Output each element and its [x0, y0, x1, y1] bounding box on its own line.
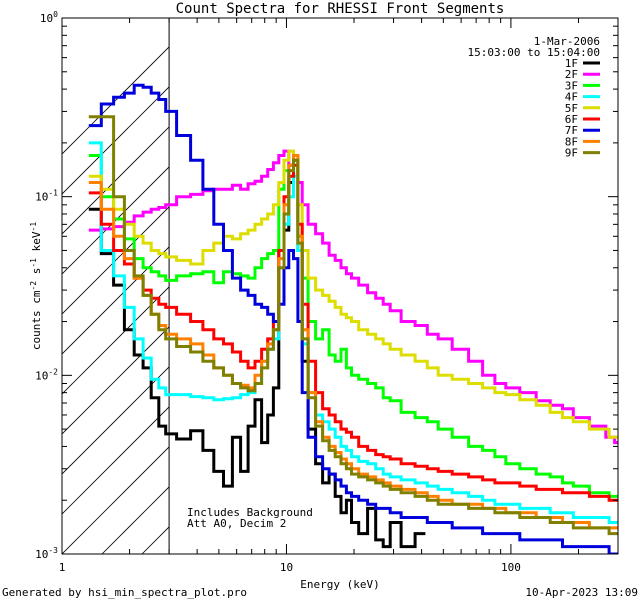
legend-label-9F: 9F: [565, 147, 578, 160]
legend-label-3F: 3F: [565, 79, 578, 92]
y-tick-label: 10-2: [35, 367, 58, 382]
series-8F: [88, 154, 618, 530]
hatch-line: [101, 486, 170, 554]
hatch-line: [62, 246, 170, 355]
x-axis-label: Energy (keV): [300, 578, 379, 591]
hatch-line: [62, 406, 170, 515]
axis-ticks: 1 10 100 100 10-1 10-2 10-3: [35, 10, 619, 574]
y-axis-label: counts cm-2 s-1 keV-1: [29, 222, 43, 350]
hatched-region: [62, 18, 640, 554]
x-tick-label: 100: [501, 561, 521, 574]
legend-label-7F: 7F: [565, 124, 578, 137]
annotation-attenuator: Att A0, Decim 2: [187, 517, 286, 530]
series-7F: [88, 83, 618, 554]
hatch-line: [62, 206, 170, 315]
timestamp-label: 10-Apr-2023 13:09: [525, 586, 638, 599]
hatch-line: [582, 18, 640, 554]
x-tick-label: 10: [280, 561, 293, 574]
y-tick-label: 10-3: [35, 546, 58, 561]
time-range-label: 15:03:00 to 15:04:00: [468, 46, 600, 59]
date-label: 1-Mar-2006: [534, 35, 600, 48]
hatch-line: [382, 18, 640, 554]
hatch-line: [62, 46, 170, 155]
series-3F: [88, 154, 618, 498]
hatch-line: [62, 326, 170, 435]
hatch-line: [62, 126, 170, 235]
generated-by-label: Generated by hsi_min_spectra_plot.pro: [2, 586, 247, 599]
chart-title: Count Spectra for RHESSI Front Segments: [176, 1, 505, 17]
hatch-line: [62, 366, 170, 475]
hatch-line: [62, 446, 170, 554]
y-tick-label: 10-1: [35, 189, 58, 204]
legend-label-2F: 2F: [565, 68, 578, 81]
plot-frame: [61, 17, 619, 555]
series-9F: [88, 115, 618, 536]
annotation-background: Includes Background: [187, 506, 313, 519]
legend-label-6F: 6F: [565, 113, 578, 126]
series-5F: [88, 149, 618, 439]
hatch-line: [62, 86, 170, 195]
series-1F: [88, 158, 426, 549]
legend-label-1F: 1F: [565, 57, 578, 70]
x-tick-label: 1: [59, 561, 66, 574]
legend-label-5F: 5F: [565, 102, 578, 115]
hatch-line: [62, 286, 170, 395]
series-lines: [88, 83, 618, 554]
legend-label-4F: 4F: [565, 91, 578, 104]
legend-label-8F: 8F: [565, 135, 578, 148]
y-tick-label: 100: [40, 10, 58, 25]
series-2F: [88, 149, 618, 445]
hatch-line: [622, 18, 640, 554]
hatch-line: [542, 18, 640, 554]
